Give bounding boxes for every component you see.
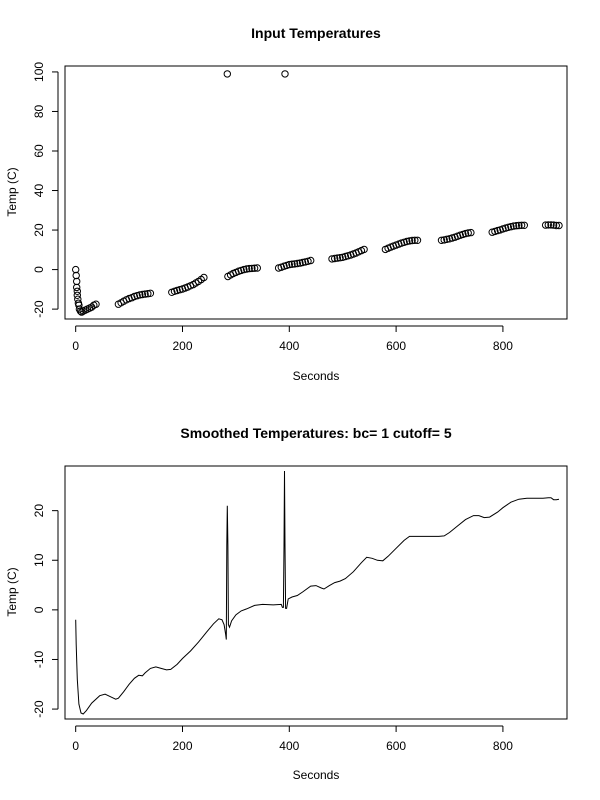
data-point bbox=[549, 221, 558, 229]
data-point bbox=[515, 221, 523, 230]
plot-frame bbox=[64, 465, 568, 720]
x-tick-label: 200 bbox=[172, 339, 192, 353]
data-point bbox=[411, 236, 419, 245]
data-point bbox=[512, 222, 520, 230]
data-point bbox=[240, 265, 248, 274]
data-point bbox=[281, 70, 289, 78]
data-point bbox=[437, 236, 446, 245]
data-point bbox=[507, 223, 515, 231]
y-tick-label: -10 bbox=[32, 650, 46, 668]
x-tick-label: 0 bbox=[72, 339, 79, 353]
data-point bbox=[408, 236, 416, 245]
data-point bbox=[144, 290, 152, 298]
x-tick-label: 600 bbox=[386, 739, 406, 753]
data-point bbox=[333, 254, 342, 262]
data-points bbox=[72, 70, 563, 316]
x-tick-label: 200 bbox=[172, 739, 192, 753]
y-axis: -20 -10 0 10 20 bbox=[32, 504, 59, 718]
x-axis-label: Seconds bbox=[293, 768, 340, 782]
data-point bbox=[467, 228, 475, 237]
x-tick-label: 400 bbox=[279, 739, 299, 753]
data-point bbox=[517, 221, 526, 230]
data-point bbox=[77, 308, 86, 316]
data-point bbox=[541, 221, 550, 229]
chart-title: Smoothed Temperatures: bc= 1 cutoff= 5 bbox=[180, 425, 451, 441]
y-tick-label: 100 bbox=[32, 62, 46, 82]
data-point bbox=[464, 229, 472, 237]
data-point bbox=[290, 260, 299, 268]
data-point bbox=[555, 221, 563, 230]
data-point bbox=[298, 258, 307, 267]
data-point bbox=[136, 291, 144, 299]
plot-frame bbox=[64, 65, 568, 320]
y-tick-label: 0 bbox=[32, 266, 46, 273]
chart-smoothed-temperatures: Smoothed Temperatures: bc= 1 cutoff= 5 0… bbox=[5, 425, 568, 782]
data-point bbox=[138, 290, 147, 299]
data-point bbox=[223, 70, 232, 78]
data-point bbox=[253, 264, 261, 272]
data-point bbox=[301, 258, 309, 266]
x-tick-label: 800 bbox=[493, 739, 513, 753]
data-point bbox=[250, 264, 259, 272]
data-point bbox=[520, 221, 528, 230]
data-line bbox=[75, 470, 560, 715]
data-point bbox=[242, 265, 251, 273]
data-point bbox=[547, 221, 555, 229]
x-tick-label: 800 bbox=[493, 339, 513, 353]
y-tick-label: 40 bbox=[32, 184, 46, 198]
y-tick-label: 10 bbox=[32, 553, 46, 567]
data-point bbox=[92, 300, 100, 308]
x-axis: 0 200 400 600 800 bbox=[72, 325, 513, 353]
data-point bbox=[461, 229, 470, 238]
data-point bbox=[73, 287, 82, 295]
y-tick-label: -20 bbox=[32, 300, 46, 318]
chart-input-temperatures: Input Temperatures 0 200 400 600 800 -20 0 20 4… bbox=[5, 25, 568, 383]
chart-title: Input Temperatures bbox=[251, 25, 381, 41]
data-point bbox=[307, 256, 315, 265]
series-line bbox=[75, 470, 560, 715]
data-point bbox=[405, 237, 414, 245]
y-tick-label: 80 bbox=[32, 104, 46, 118]
y-tick-label: 0 bbox=[32, 606, 46, 613]
data-point bbox=[413, 236, 422, 245]
data-point bbox=[288, 260, 296, 268]
data-point bbox=[509, 222, 518, 230]
data-point bbox=[328, 255, 336, 263]
data-point bbox=[552, 221, 560, 230]
x-tick-label: 600 bbox=[386, 339, 406, 353]
y-axis-label: Temp (C) bbox=[5, 167, 19, 216]
x-axis: 0 200 400 600 800 bbox=[72, 725, 513, 753]
data-point bbox=[331, 254, 339, 263]
data-point bbox=[293, 259, 301, 268]
data-point bbox=[285, 260, 293, 269]
data-point bbox=[443, 235, 451, 244]
data-point bbox=[248, 264, 256, 273]
data-point bbox=[403, 237, 411, 246]
data-point bbox=[146, 289, 155, 297]
data-point bbox=[544, 221, 552, 229]
y-tick-label: 20 bbox=[32, 223, 46, 237]
y-axis: -20 0 20 40 60 80 100 bbox=[32, 62, 59, 318]
y-tick-label: 20 bbox=[32, 504, 46, 518]
y-tick-label: -20 bbox=[32, 700, 46, 718]
y-tick-label: 60 bbox=[32, 144, 46, 158]
data-point bbox=[141, 290, 149, 298]
y-axis-label: Temp (C) bbox=[5, 567, 19, 616]
data-point bbox=[73, 291, 82, 299]
x-tick-label: 400 bbox=[279, 339, 299, 353]
data-point bbox=[245, 264, 253, 273]
data-point bbox=[73, 283, 81, 292]
data-point bbox=[76, 307, 85, 315]
x-axis-label: Seconds bbox=[293, 369, 340, 383]
data-point bbox=[336, 254, 344, 262]
data-point bbox=[200, 273, 208, 282]
x-tick-label: 0 bbox=[72, 739, 79, 753]
data-point bbox=[360, 245, 368, 254]
